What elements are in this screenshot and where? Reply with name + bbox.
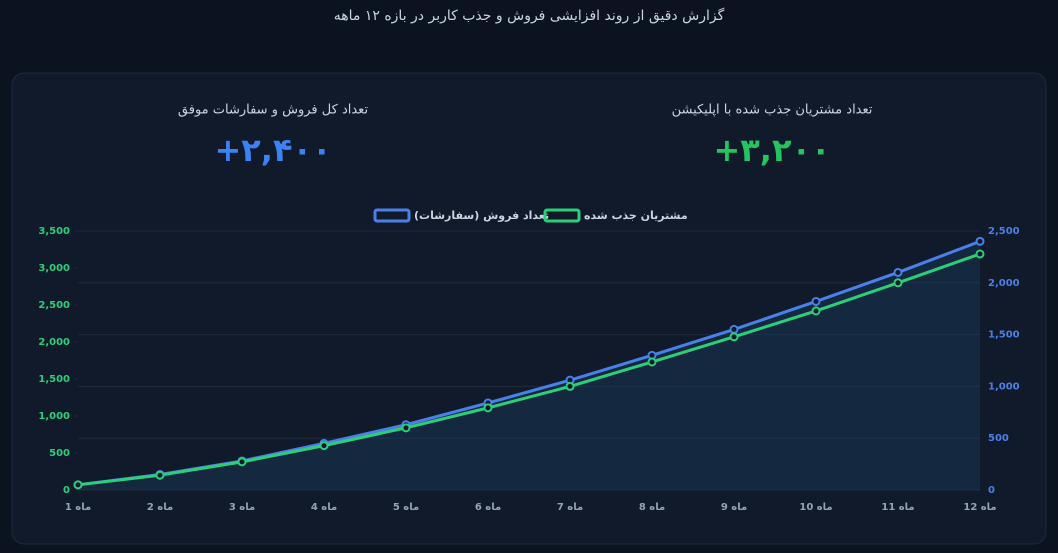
y2-tick-label: 0 (988, 485, 995, 496)
point (565, 381, 575, 391)
x-tick-label: ماه 8 (639, 502, 665, 513)
stat-value: ۳,۲۰۰+ (713, 131, 830, 169)
point (73, 480, 83, 490)
area (78, 241, 980, 490)
x-tick-label: ماه 9 (721, 502, 747, 513)
point (811, 296, 821, 306)
point (237, 457, 247, 467)
y2-tick-label: 2,000 (988, 278, 1020, 289)
x-tick-label: ماه 4 (311, 502, 337, 513)
y-tick-label: 3,500 (38, 226, 70, 237)
x-tick-label: ماه 10 (799, 502, 832, 513)
legend-swatch (543, 208, 581, 223)
y-tick-label: 2,000 (38, 337, 70, 348)
x-tick-label: ماه 3 (229, 502, 255, 513)
point (155, 470, 165, 480)
point (647, 357, 657, 367)
y2-tick-label: 1,000 (988, 381, 1020, 392)
y-tick-label: 3,000 (38, 263, 70, 274)
y-tick-label: 500 (49, 448, 70, 459)
point (975, 236, 985, 246)
line (77, 252, 981, 487)
point (729, 332, 739, 342)
y2-tick-label: 500 (988, 433, 1009, 444)
y2-tick-label: 1,500 (988, 330, 1020, 341)
x-tick-label: ماه 12 (963, 502, 996, 513)
point (729, 324, 739, 334)
legend-label: مشتریان جذب شده (584, 209, 688, 222)
y-tick-label: 1,000 (38, 411, 70, 422)
stat-value: ۲,۴۰۰+ (214, 131, 331, 169)
x-tick-label: ماه 7 (557, 502, 583, 513)
x-tick-label: ماه 2 (147, 502, 173, 513)
point (893, 267, 903, 277)
x-tick-label: ماه 5 (393, 502, 419, 513)
stat-label: تعداد مشتریان جذب شده با اپلیکیشن (672, 103, 873, 118)
card (11, 72, 1047, 545)
page-title: گزارش دقیق از روند افزایشی فروش و جذب کا… (334, 7, 725, 24)
legend-label: تعداد فروش (سفارشات) (414, 209, 549, 222)
x-tick-label: ماه 6 (475, 502, 501, 513)
y-tick-label: 2,500 (38, 300, 70, 311)
point (893, 278, 903, 288)
stat-label: تعداد کل فروش و سفارشات موفق (178, 103, 369, 118)
point (811, 306, 821, 316)
point (319, 441, 329, 451)
point (975, 249, 985, 259)
x-tick-label: ماه 1 (65, 502, 91, 513)
point (483, 403, 493, 413)
point (401, 423, 411, 433)
y-tick-label: 0 (63, 485, 70, 496)
y-tick-label: 1,500 (38, 374, 70, 385)
legend-swatch (373, 208, 411, 223)
x-tick-label: ماه 11 (881, 502, 914, 513)
y2-tick-label: 2,500 (988, 226, 1020, 237)
